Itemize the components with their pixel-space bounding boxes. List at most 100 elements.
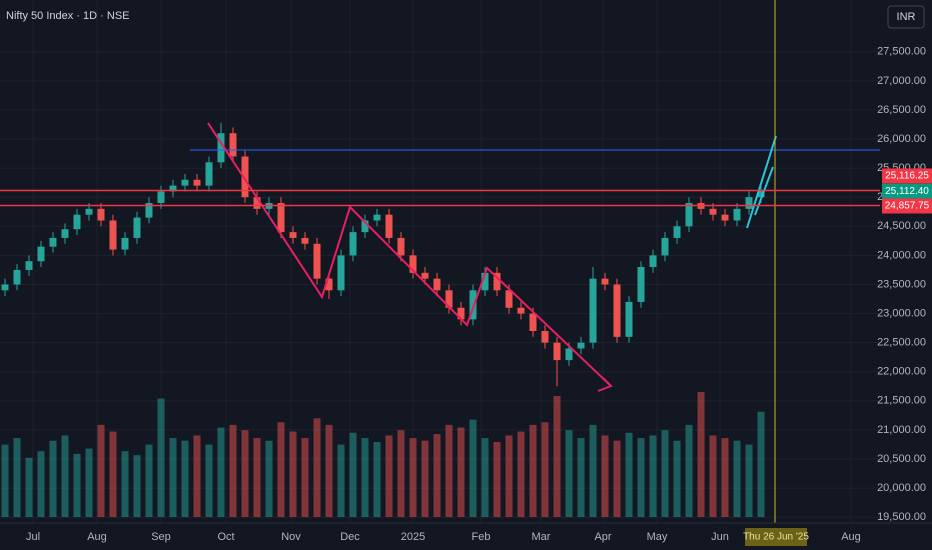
volume-bar bbox=[61, 435, 69, 517]
y-tick-label: 22,000.00 bbox=[877, 366, 926, 378]
volume-bar bbox=[145, 444, 153, 517]
volume-bar bbox=[421, 440, 429, 517]
volume-bar bbox=[529, 424, 537, 517]
volume-bar bbox=[469, 419, 477, 517]
candle-body bbox=[253, 197, 261, 209]
volume-bar bbox=[709, 435, 717, 517]
candle-body bbox=[121, 237, 129, 250]
volume-bar bbox=[553, 395, 561, 517]
volume-bar bbox=[181, 440, 189, 517]
currency-button[interactable] bbox=[887, 5, 925, 29]
volume-bar bbox=[541, 422, 549, 517]
volume-bar bbox=[229, 424, 237, 517]
volume-bar bbox=[109, 431, 117, 517]
y-tick-label: 27,000.00 bbox=[877, 75, 926, 87]
candle-body bbox=[625, 301, 633, 337]
candle-body bbox=[661, 237, 669, 256]
price-label: 25,116.25 bbox=[885, 171, 929, 182]
volume-bar bbox=[133, 455, 141, 517]
volume-bar bbox=[13, 438, 21, 517]
volume-bar bbox=[409, 438, 417, 517]
candle-body bbox=[613, 284, 621, 337]
volume-bar bbox=[565, 430, 573, 517]
candle-body bbox=[61, 229, 69, 238]
candle-body bbox=[553, 342, 561, 361]
drawing-line bbox=[746, 135, 777, 229]
volume-bar bbox=[481, 438, 489, 517]
x-tick-label: Jun bbox=[711, 531, 729, 543]
volume-bar bbox=[349, 432, 357, 517]
candle-body bbox=[109, 220, 117, 250]
x-tick-label: Feb bbox=[472, 531, 491, 543]
x-tick-label: Nov bbox=[281, 531, 301, 543]
volume-bar bbox=[697, 392, 705, 517]
volume-bar bbox=[313, 418, 321, 517]
volume-bar bbox=[625, 432, 633, 517]
volume-bar bbox=[337, 444, 345, 517]
volume-bar bbox=[673, 440, 681, 517]
x-tick-label: Sep bbox=[151, 531, 171, 543]
candle-body bbox=[433, 278, 441, 291]
candle-body bbox=[517, 307, 525, 314]
candle-body bbox=[181, 179, 189, 186]
volume-bar bbox=[301, 438, 309, 517]
candle-body bbox=[529, 313, 537, 332]
candle-body bbox=[361, 220, 369, 233]
candle-body bbox=[481, 272, 489, 291]
candle-body bbox=[589, 278, 597, 343]
volume-bar bbox=[289, 431, 297, 517]
drawing-arrow bbox=[597, 377, 613, 392]
volume-bar bbox=[505, 435, 513, 517]
candle-body bbox=[457, 307, 465, 320]
volume-bar bbox=[457, 427, 465, 517]
price-label-box bbox=[882, 183, 932, 199]
candle-body bbox=[289, 232, 297, 238]
candle-body bbox=[637, 267, 645, 302]
candle-body bbox=[97, 208, 105, 221]
volume-bar bbox=[97, 424, 105, 517]
volume-bar bbox=[733, 440, 741, 517]
candle-body bbox=[385, 214, 393, 238]
volume-bar bbox=[169, 438, 177, 517]
volume-bar bbox=[385, 435, 393, 517]
volume-bar bbox=[1, 444, 9, 517]
volume-bar bbox=[493, 442, 501, 517]
x-tick-label: Oct bbox=[217, 531, 234, 543]
currency-label[interactable]: INR bbox=[897, 11, 916, 23]
candle-body bbox=[469, 290, 477, 320]
price-axis bbox=[880, 0, 932, 550]
volume-bar bbox=[433, 434, 441, 517]
y-tick-label: 21,000.00 bbox=[877, 424, 926, 436]
candle-body bbox=[505, 290, 513, 308]
candle-layer bbox=[1, 122, 765, 387]
candle-body bbox=[169, 185, 177, 192]
candle-body bbox=[1, 284, 9, 291]
candle-body bbox=[73, 214, 81, 230]
candle-body bbox=[193, 179, 201, 186]
candle-body bbox=[229, 133, 237, 157]
candle-body bbox=[133, 217, 141, 238]
candle-body bbox=[757, 190, 765, 198]
y-tick-label: 21,500.00 bbox=[877, 395, 926, 407]
price-label-box bbox=[882, 198, 932, 214]
candle-body bbox=[25, 261, 33, 270]
x-tick-label: Aug bbox=[841, 531, 861, 543]
candle-body bbox=[49, 237, 57, 247]
volume-bar bbox=[49, 440, 57, 517]
volume-bar bbox=[577, 438, 585, 517]
candle-body bbox=[745, 197, 753, 209]
volume-bar bbox=[721, 438, 729, 517]
volume-bar bbox=[613, 440, 621, 517]
candle-body bbox=[205, 162, 213, 186]
candle-body bbox=[241, 156, 249, 198]
candle-body bbox=[13, 269, 21, 285]
y-tick-label: 24,500.00 bbox=[877, 220, 926, 232]
volume-bar bbox=[373, 442, 381, 517]
volume-bar bbox=[85, 448, 93, 517]
candle-body bbox=[493, 272, 501, 291]
volume-bar bbox=[193, 435, 201, 517]
chart-title: Nifty 50 Index · 1D · NSE bbox=[6, 10, 130, 22]
volume-bar bbox=[241, 430, 249, 517]
candle-body bbox=[373, 214, 381, 221]
